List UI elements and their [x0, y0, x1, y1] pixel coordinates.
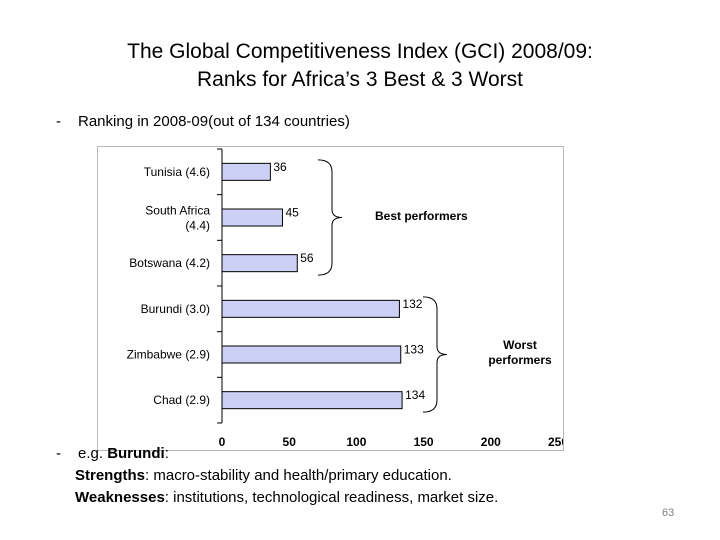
weaknesses-label: Weaknesses	[75, 489, 165, 506]
notes: - e.g. Burundi: Strengths: macro-stabilit…	[56, 443, 498, 509]
category-label: Tunisia (4.6)	[144, 165, 210, 179]
strengths-label: Strengths	[75, 467, 146, 484]
annotation-label: Best performers	[375, 209, 468, 223]
slide-title: The Global Competitiveness Index (GCI) 2…	[0, 38, 720, 94]
ranking-bar-chart: 36 Tunisia (4.6) 45 South Africa(4.4) 56 Bots…	[127, 148, 563, 449]
bar-value-label: 56	[300, 251, 314, 265]
weaknesses-text: : institutions, technological readiness,…	[164, 489, 499, 506]
notes-intro: e.g.	[78, 445, 108, 462]
category-label: Chad (2.9)	[153, 393, 210, 407]
group-brace	[317, 159, 343, 276]
bar	[221, 162, 271, 181]
notes-country-suffix: :	[164, 445, 169, 462]
title-line-2: Ranks for Africa’s 3 Best & 3 Worst	[196, 68, 523, 91]
bar-value-label: 45	[285, 206, 299, 220]
notes-country: Burundi	[107, 445, 165, 462]
chart-frame: 36 Tunisia (4.6) 45 South Africa (4.4) 56 Bots…	[97, 146, 564, 451]
subtitle-text: Ranking in 2008-09(out of 134 countries)	[78, 113, 350, 130]
annotation-label: performers	[488, 353, 552, 367]
subtitle-dash: -	[56, 113, 61, 130]
x-tick-label: 250	[548, 435, 563, 449]
category-label: Burundi (3.0)	[141, 302, 210, 316]
category-label: South Africa	[145, 204, 210, 218]
x-tick-label: 150	[414, 435, 434, 449]
subtitle: - Ranking in 2008-09(out of 134 countries…	[56, 113, 350, 130]
annotation-label: Worst	[503, 338, 537, 352]
x-tick-label: 200	[481, 435, 501, 449]
bar	[221, 299, 400, 318]
notes-weaknesses: Weaknesses: institutions, technological …	[56, 487, 498, 509]
category-label: Botswana (4.2)	[129, 256, 210, 270]
bar-value-label: 134	[405, 388, 425, 402]
category-label: Zimbabwe (2.9)	[127, 348, 210, 362]
bar	[221, 345, 402, 364]
bar-value-label: 133	[404, 343, 424, 357]
page-number: 63	[662, 507, 675, 519]
x-tick-label: 100	[346, 435, 366, 449]
bar-value-label: 132	[402, 297, 422, 311]
x-tick-label: 0	[219, 435, 226, 449]
bar	[221, 391, 403, 410]
group-brace	[422, 296, 448, 413]
x-tick-label: 50	[283, 435, 297, 449]
bar	[221, 254, 298, 273]
notes-dash: -	[56, 445, 61, 462]
notes-line-1: - e.g. Burundi:	[56, 443, 498, 465]
notes-strengths: Strengths: macro-stability and health/pr…	[56, 465, 498, 487]
title-line-1: The Global Competitiveness Index (GCI) 2…	[127, 40, 593, 63]
strengths-text: : macro-stability and health/primary edu…	[145, 467, 452, 484]
bar	[221, 208, 283, 227]
category-label: (4.4)	[185, 219, 210, 233]
bar-value-label: 36	[273, 160, 287, 174]
